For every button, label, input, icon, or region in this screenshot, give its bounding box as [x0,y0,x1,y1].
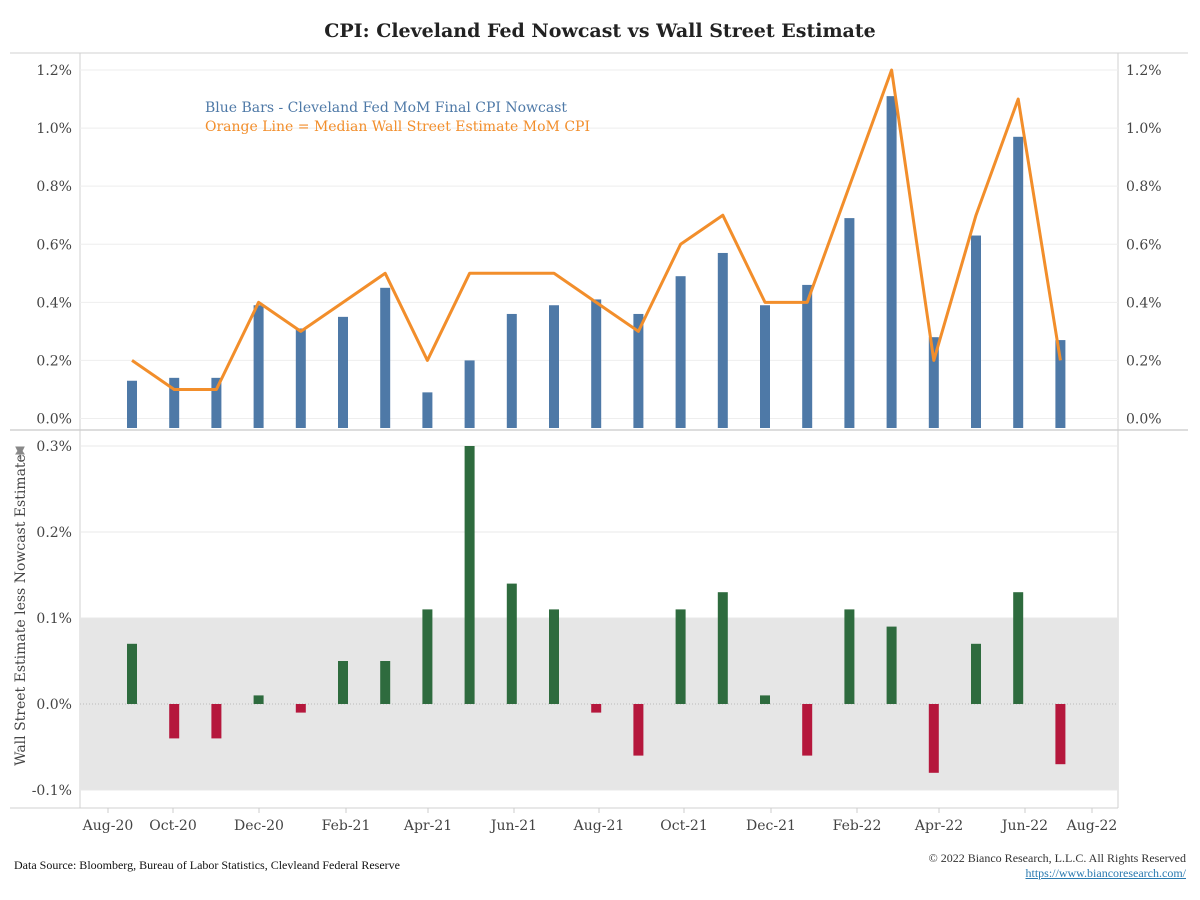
x-tick-label: Aug-21 [573,818,625,834]
x-tick-label: Aug-20 [82,818,134,834]
top-y-tick-label-right: 0.0% [1126,412,1162,428]
difference-bar[interactable] [928,704,939,773]
difference-bar[interactable] [464,446,475,704]
top-y-tick-label-right: 0.4% [1126,295,1162,311]
x-tick-label: Dec-21 [746,818,796,834]
x-tick-label: Oct-20 [149,818,197,834]
difference-bar[interactable] [760,695,770,704]
x-axis: Aug-20 Oct-20 Dec-20 Feb-21 Apr-21 Jun-21 Aug-… [82,808,1118,834]
website-link[interactable]: https://www.biancoresearch.com/ [1025,866,1186,880]
difference-bar[interactable] [253,695,264,704]
difference-bar[interactable] [591,704,602,713]
difference-bar[interactable] [844,609,855,704]
top-y-tick-label-right: 1.2% [1126,63,1162,79]
difference-bar[interactable] [295,704,306,713]
nowcast-bar[interactable] [295,328,306,428]
x-tick-label: Jun-22 [1000,818,1048,834]
bottom-y-tick-label: 0.0% [36,697,72,713]
difference-bar[interactable] [549,609,559,704]
pin-icon[interactable] [15,446,25,459]
top-y-tick-label-right: 0.6% [1126,237,1162,253]
x-tick-label: Aug-22 [1066,818,1118,834]
nowcast-bar[interactable] [591,299,602,428]
difference-bar[interactable] [127,643,137,704]
nowcast-bar[interactable] [886,96,897,428]
difference-bar[interactable] [1055,704,1066,765]
panel-frames [10,52,1188,809]
nowcast-bar[interactable] [169,377,180,428]
top-y-tick-label-left: 0.2% [36,353,72,369]
x-tick-label: Apr-21 [403,818,452,834]
difference-bar[interactable] [802,704,813,756]
nowcast-bar[interactable] [464,360,475,428]
nowcast-bar[interactable] [211,377,222,428]
nowcast-bar[interactable] [422,392,433,428]
top-y-tick-label-left: 0.8% [36,179,72,195]
nowcast-bar[interactable] [506,313,517,428]
nowcast-bar[interactable] [633,313,644,428]
top-y-tick-label-left: 1.0% [36,121,72,137]
wall-street-line[interactable] [131,68,1062,391]
difference-bar[interactable] [211,704,222,739]
x-tick-label: Oct-21 [660,818,708,834]
nowcast-bar[interactable] [549,305,559,428]
nowcast-bar[interactable] [338,316,348,428]
nowcast-bar[interactable] [127,380,137,428]
bottom-y-tick-label: -0.1% [32,783,72,799]
nowcast-bar[interactable] [717,252,728,428]
difference-bar[interactable] [1013,592,1024,704]
difference-bar[interactable] [675,609,686,704]
difference-bar[interactable] [506,583,517,704]
difference-bar[interactable] [971,643,981,704]
difference-bar[interactable] [886,626,897,704]
nowcast-bar[interactable] [380,287,391,428]
bottom-y-tick-label: 0.2% [36,525,72,541]
difference-bar[interactable] [717,592,728,704]
nowcast-bar[interactable] [844,218,855,428]
difference-bar[interactable] [422,609,433,704]
top-y-tick-label-right: 1.0% [1126,121,1162,137]
nowcast-bar[interactable] [675,276,686,428]
bottom-panel: 0.3% 0.2% 0.1% 0.0% -0.1% [32,439,1118,799]
difference-bar[interactable] [338,661,348,704]
difference-bar[interactable] [169,704,180,739]
bottom-y-axis-label: Wall Street Estimate less Nowcast Estima… [13,454,29,766]
top-y-tick-label-left: 0.6% [36,237,72,253]
top-y-tick-label-right: 0.8% [1126,179,1162,195]
nowcast-bar[interactable] [802,284,813,428]
top-legend-line2: Orange Line = Median Wall Street Estimat… [205,119,590,135]
copyright-text: © 2022 Bianco Research, L.L.C. All Right… [928,851,1186,865]
top-panel: 1.2% 1.2% 1.0% 1.0% 0.8% 0.8% 0.6% 0.6% 0.4% 0.4%… [36,63,1162,428]
top-y-tick-label-left: 0.4% [36,295,72,311]
x-tick-label: Feb-21 [322,818,371,834]
x-tick-label: Dec-20 [234,818,284,834]
difference-bar[interactable] [380,661,391,704]
chart-title: CPI: Cleveland Fed Nowcast vs Wall Stree… [324,20,875,42]
x-tick-label: Apr-22 [914,818,963,834]
difference-bar[interactable] [633,704,644,756]
top-y-tick-label-right: 0.2% [1126,353,1162,369]
top-legend-line1: Blue Bars - Cleveland Fed MoM Final CPI … [205,100,567,116]
data-source-note: Data Source: Bloomberg, Bureau of Labor … [14,858,401,872]
x-tick-label: Jun-21 [489,818,537,834]
copyright-block: © 2022 Bianco Research, L.L.C. All Right… [929,851,1186,881]
top-y-tick-label-left: 1.2% [36,63,72,79]
nowcast-bar[interactable] [760,305,770,428]
nowcast-bar[interactable] [1055,340,1066,428]
nowcast-bar[interactable] [928,337,939,428]
bottom-y-tick-label: 0.3% [36,439,72,455]
bottom-y-tick-label: 0.1% [36,611,72,627]
nowcast-bar[interactable] [1013,136,1024,428]
nowcast-bar[interactable] [971,235,981,428]
top-y-tick-label-left: 0.0% [36,412,72,428]
x-tick-label: Feb-22 [833,818,882,834]
nowcast-bar[interactable] [253,305,264,428]
